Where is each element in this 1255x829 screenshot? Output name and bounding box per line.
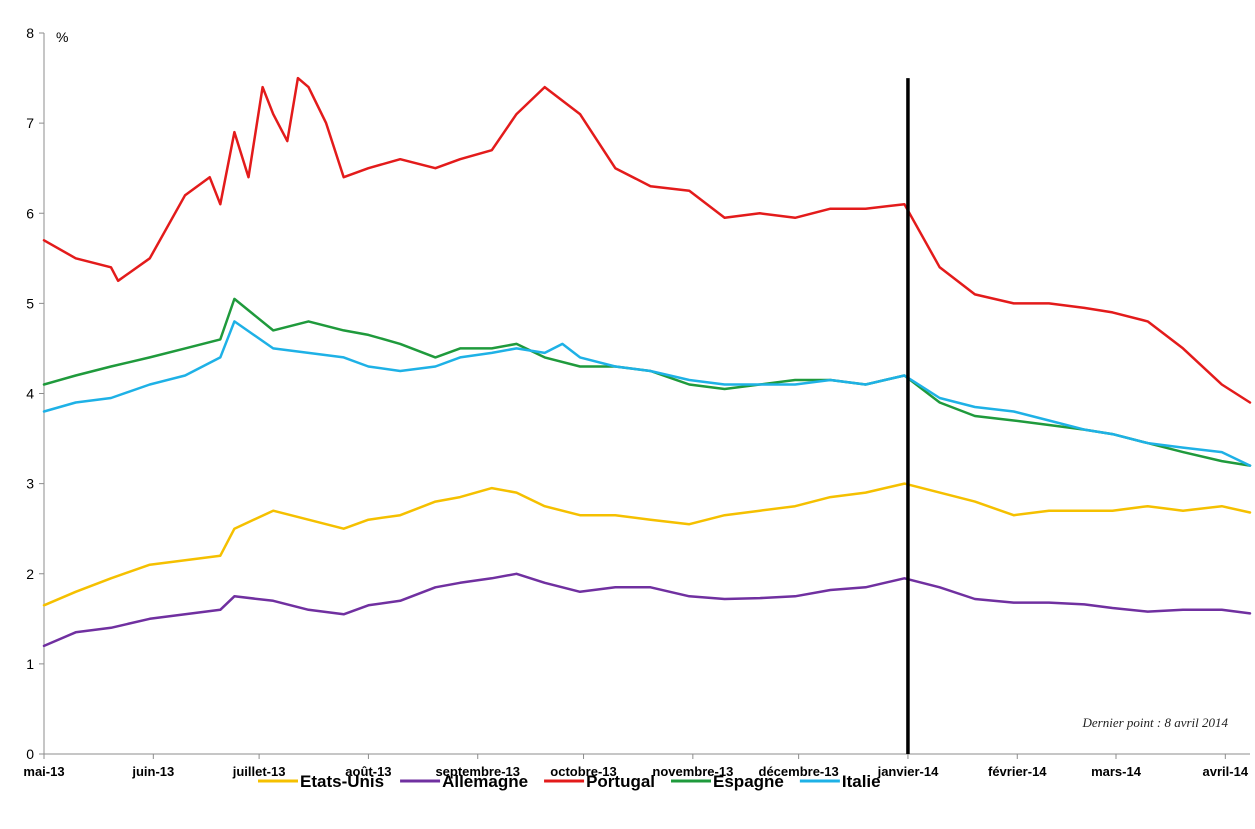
series-line	[42, 76, 1252, 404]
x-tick-label: février-14	[988, 764, 1047, 779]
x-tick-label: juin-13	[131, 764, 174, 779]
annotation-last-point: Dernier point : 8 avril 2014	[1081, 715, 1228, 730]
legend-label: Etats-Unis	[300, 772, 384, 791]
x-tick-label: octobre-13	[550, 764, 616, 779]
x-tick-label: mai-13	[23, 764, 64, 779]
y-tick-label: 8	[26, 25, 34, 41]
y-tick-label: 4	[26, 386, 34, 402]
y-tick-label: 6	[26, 205, 34, 221]
y-tick-label: 7	[26, 115, 34, 131]
y-tick-label: 2	[26, 566, 34, 582]
x-tick-label: mars-14	[1091, 764, 1142, 779]
y-tick-label: 0	[26, 746, 34, 762]
x-axis: mai-13 juin-13 juillet-13 août-13 septembre-…	[23, 753, 1250, 779]
legend-label: Espagne	[713, 772, 784, 791]
x-tick-label: janvier-14	[877, 764, 939, 779]
legend: Etats-Unis Allemagne Portugal Espagne Italie	[258, 772, 881, 791]
x-tick-label: septembre-13	[435, 764, 520, 779]
y-axis: 0 1 2 3 4 5 6 7 8	[26, 25, 45, 762]
series-line	[42, 482, 1252, 607]
x-tick-label: juillet-13	[232, 764, 286, 779]
legend-label: Portugal	[586, 772, 655, 791]
series-line	[42, 320, 1252, 467]
y-unit-label: %	[56, 29, 68, 45]
legend-label: Allemagne	[442, 772, 528, 791]
y-tick-label: 1	[26, 656, 34, 672]
y-tick-label: 5	[26, 295, 34, 311]
x-tick-label: décembre-13	[759, 764, 839, 779]
series-line	[42, 572, 1252, 648]
x-tick-label: avril-14	[1203, 764, 1249, 779]
x-tick-label: août-13	[345, 764, 391, 779]
x-tick-label: novembre-13	[652, 764, 733, 779]
series-layer	[42, 76, 1252, 648]
legend-label: Italie	[842, 772, 881, 791]
y-tick-label: 3	[26, 476, 34, 492]
